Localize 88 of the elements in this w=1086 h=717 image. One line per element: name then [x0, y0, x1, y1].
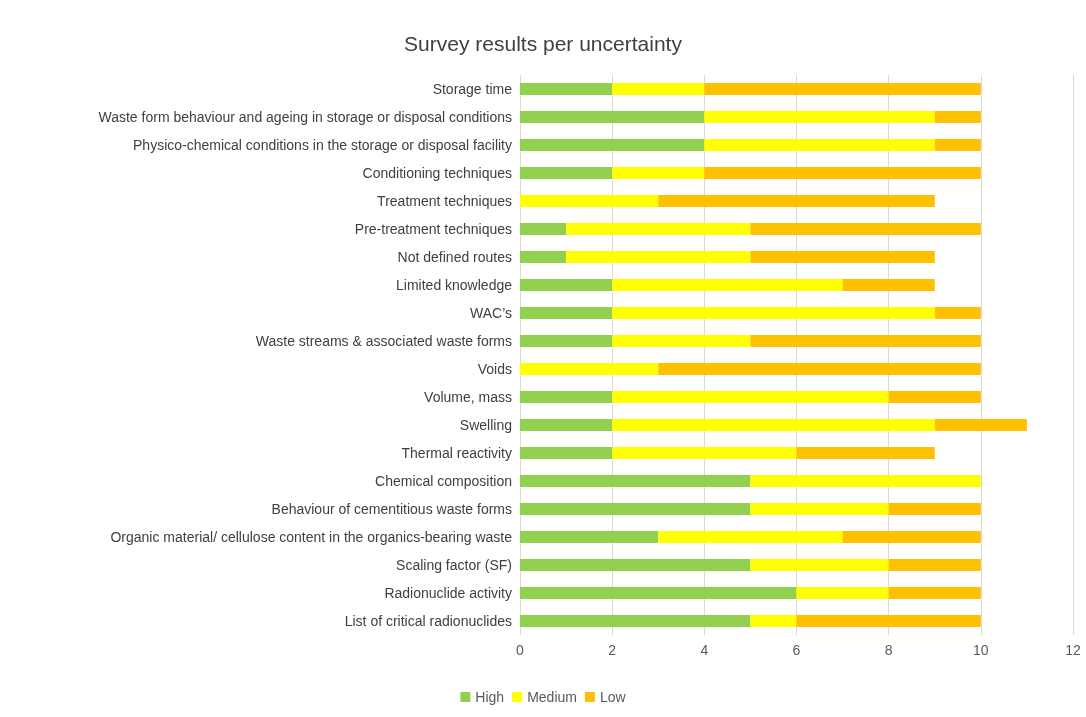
bar: [520, 587, 797, 599]
bar: [520, 503, 751, 515]
y-tick-label: Volume, mass: [424, 389, 512, 405]
bar: [520, 559, 751, 571]
legend-label: Medium: [527, 689, 577, 705]
bar: [612, 419, 935, 431]
bar: [566, 251, 751, 263]
y-tick-label: Organic material/ cellulose content in the organics-bearing waste: [110, 529, 513, 545]
bar: [750, 475, 981, 487]
bar: [750, 335, 981, 347]
bar: [934, 139, 981, 151]
y-tick-label: Storage time: [432, 81, 513, 97]
x-tick-label: 6: [792, 642, 801, 658]
bar: [796, 447, 935, 459]
bar: [566, 223, 751, 235]
bar: [612, 335, 751, 347]
bar: [520, 307, 613, 319]
bar: [842, 279, 935, 291]
bar: [520, 167, 613, 179]
y-tick-label: Scaling factor (SF): [396, 557, 512, 573]
y-tick-label: Not defined routes: [397, 249, 512, 265]
bar: [934, 419, 1027, 431]
bar: [520, 475, 751, 487]
bar: [520, 83, 613, 95]
bar: [704, 167, 981, 179]
y-tick-label: Chemical composition: [375, 473, 512, 489]
bar: [520, 251, 567, 263]
y-tick-label: Pre-treatment techniques: [354, 221, 512, 237]
bar: [842, 531, 981, 543]
bar: [520, 531, 659, 543]
bar: [888, 559, 981, 571]
bar: [612, 83, 705, 95]
bar: [520, 615, 751, 627]
bar: [520, 195, 659, 207]
legend-label: High: [475, 689, 505, 705]
bar: [520, 111, 705, 123]
y-tick-label: Physico-chemical conditions in the storage or disposal facility: [133, 137, 512, 153]
bar: [520, 447, 613, 459]
x-tick-label: 10: [973, 642, 989, 658]
bar: [520, 335, 613, 347]
y-tick-label: Limited knowledge: [396, 277, 513, 293]
bar: [612, 279, 843, 291]
bar: [612, 447, 797, 459]
bar: [704, 111, 935, 123]
y-tick-label: Waste streams & associated waste forms: [255, 333, 512, 349]
x-tick-label: 4: [700, 642, 709, 658]
bar: [934, 111, 981, 123]
bar: [704, 139, 935, 151]
bar: [520, 363, 659, 375]
bar: [658, 195, 935, 207]
bar: [520, 139, 705, 151]
legend-label: Low: [599, 689, 627, 705]
bar: [520, 391, 613, 403]
y-tick-label: Conditioning techniques: [362, 165, 512, 181]
bar: [750, 251, 935, 263]
bar: [750, 503, 889, 515]
y-tick-label: Swelling: [459, 417, 512, 433]
x-tick-label: 2: [608, 642, 617, 658]
x-tick-label: 12: [1065, 642, 1081, 658]
y-tick-label: Thermal reactivity: [401, 445, 512, 461]
bar: [750, 615, 797, 627]
bar: [612, 391, 889, 403]
chart-title: Survey results per uncertainty: [404, 32, 683, 55]
bar: [612, 307, 935, 319]
y-tick-label: Treatment techniques: [377, 193, 512, 209]
bar: [658, 363, 981, 375]
y-tick-label: List of critical radionuclides: [344, 613, 512, 629]
bar: [520, 419, 613, 431]
bar: [750, 223, 981, 235]
bar: [888, 587, 981, 599]
bar: [888, 391, 981, 403]
x-tick-label: 0: [516, 642, 525, 658]
y-tick-label: Voids: [477, 361, 512, 377]
y-tick-label: Behaviour of cementitious waste forms: [271, 501, 512, 517]
y-tick-label: WAC’s: [470, 305, 512, 321]
x-tick-label: 8: [884, 642, 893, 658]
bar: [796, 587, 889, 599]
y-tick-label: Waste form behaviour and ageing in storage or disposal conditions: [98, 109, 512, 125]
bar: [704, 83, 981, 95]
bar: [750, 559, 889, 571]
bar: [658, 531, 843, 543]
bar: [612, 167, 705, 179]
bar: [934, 307, 981, 319]
bar: [796, 615, 981, 627]
bar: [520, 223, 567, 235]
bar: [888, 503, 981, 515]
y-tick-label: Radionuclide activity: [384, 585, 512, 601]
bar: [520, 279, 613, 291]
